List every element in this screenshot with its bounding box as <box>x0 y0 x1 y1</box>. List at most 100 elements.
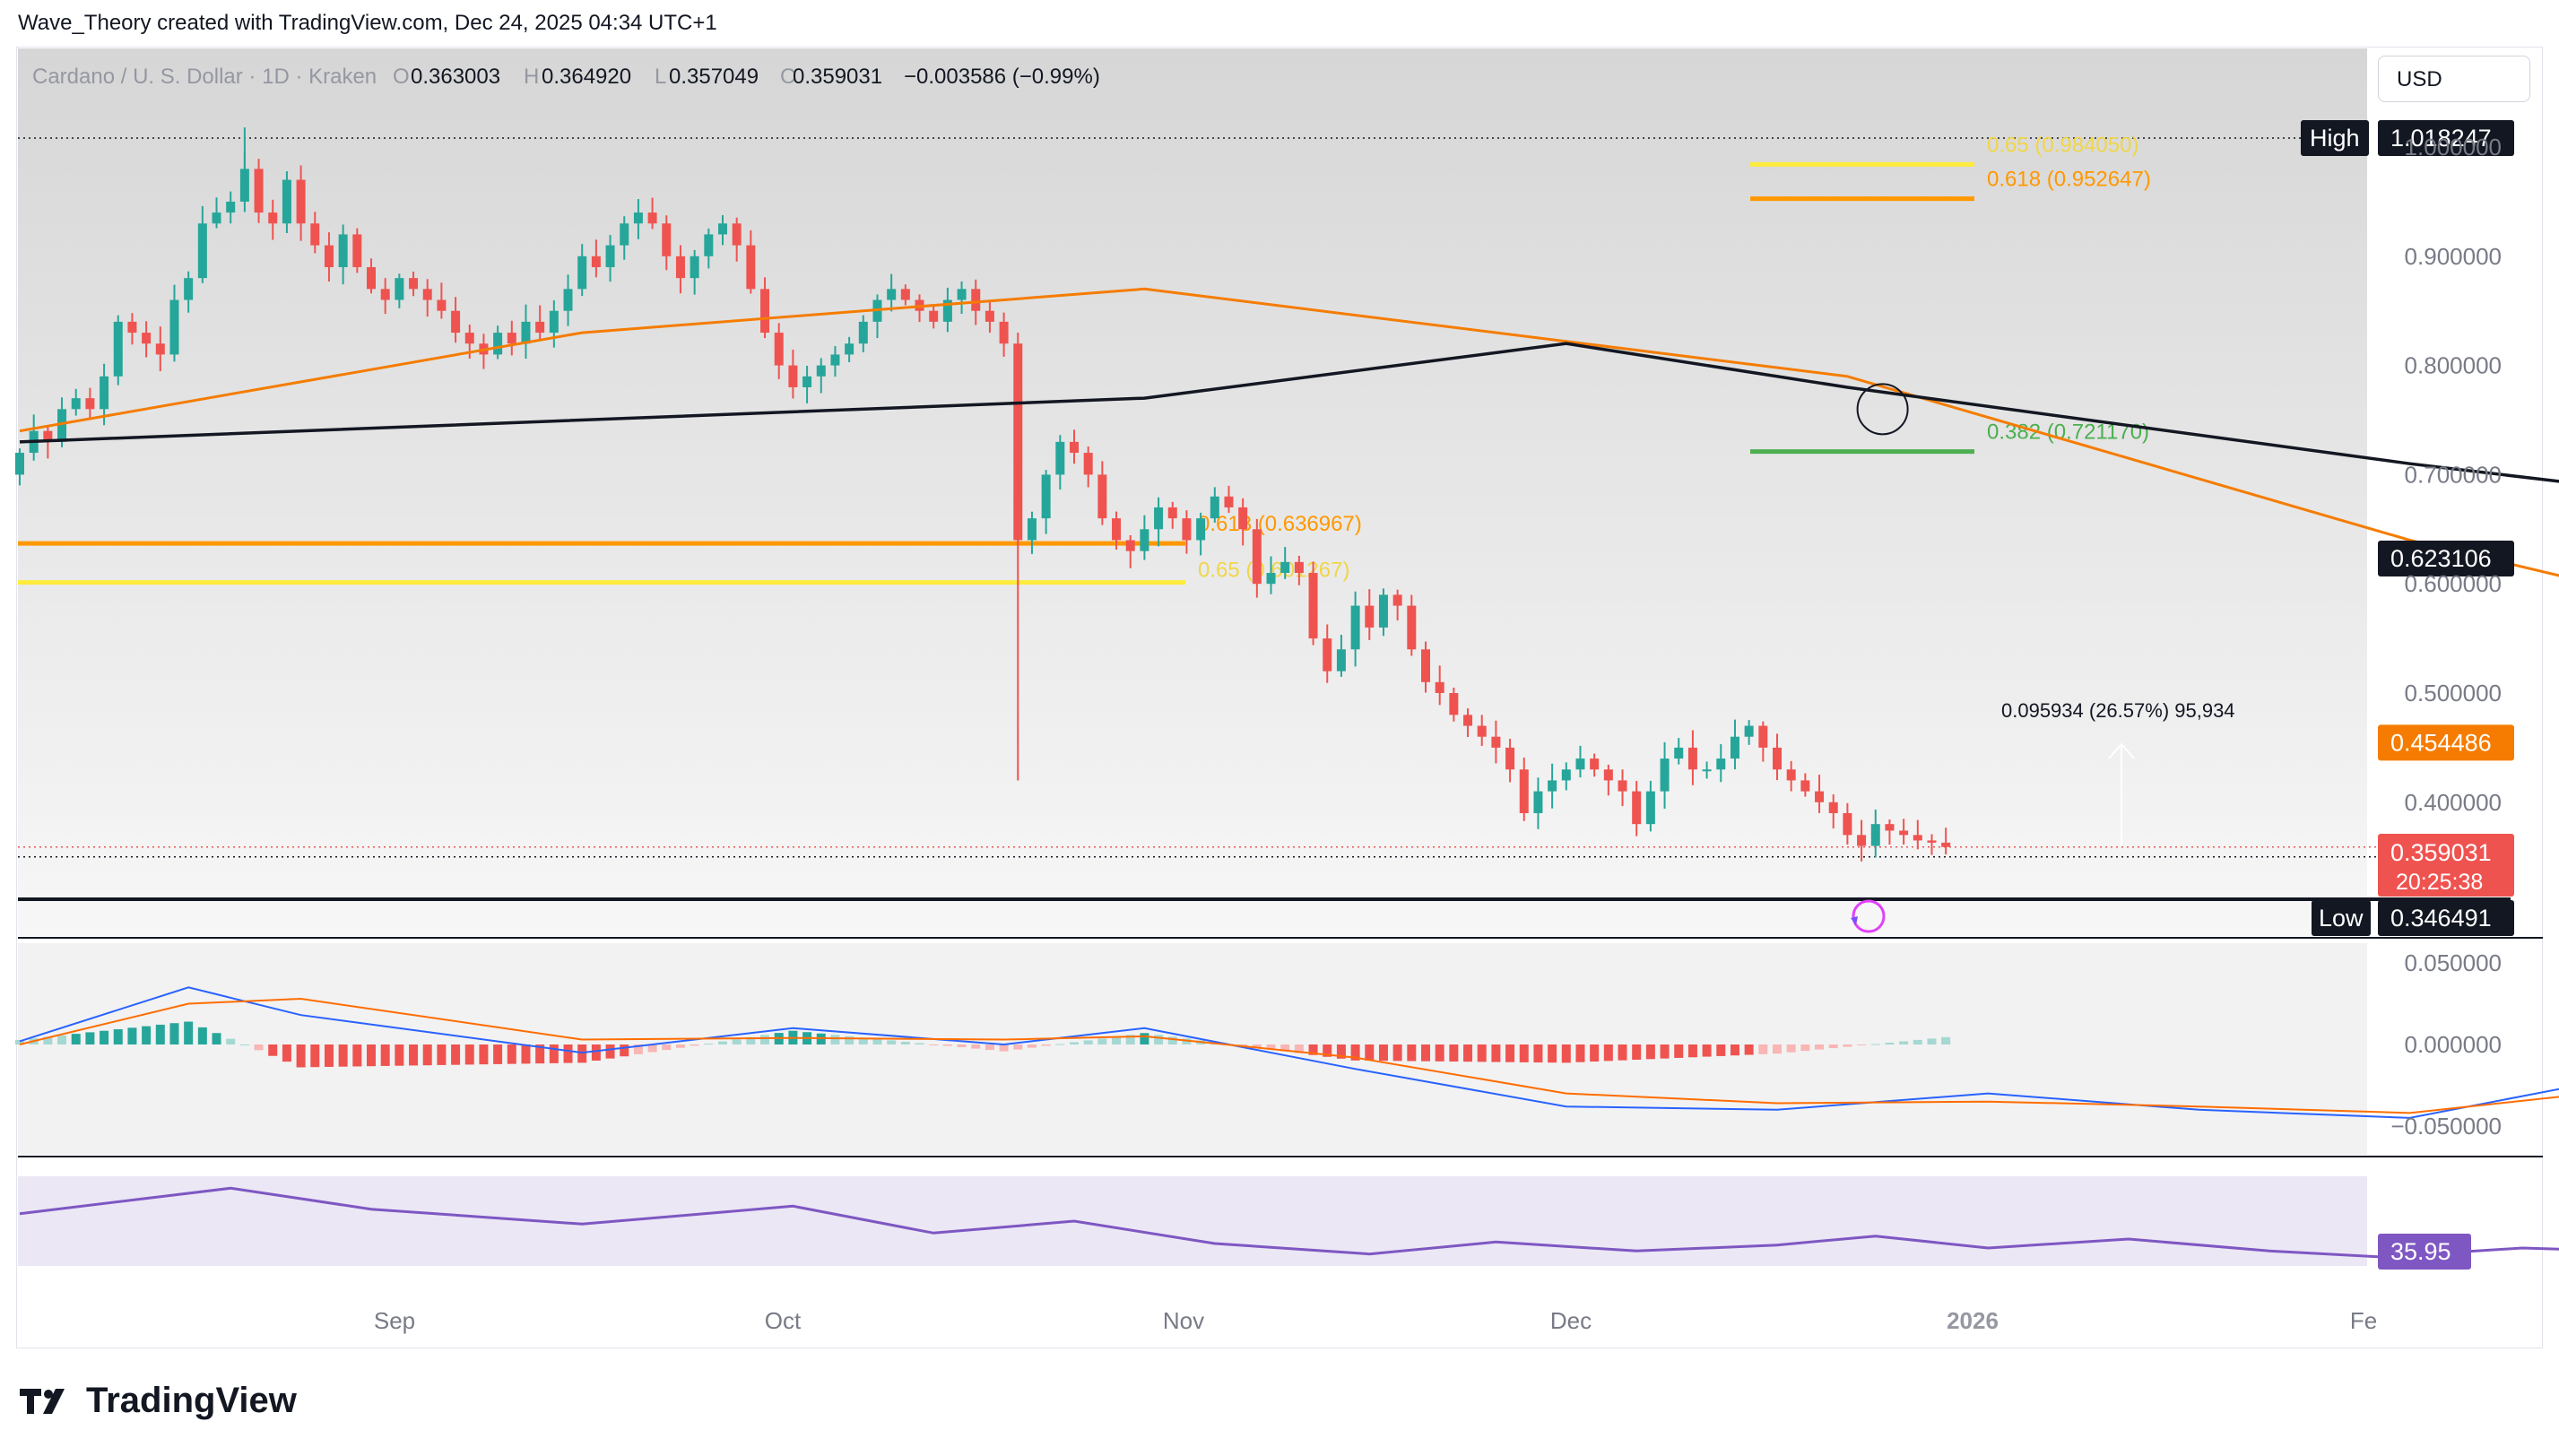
macd-histogram-bar <box>675 1044 685 1048</box>
high-value: 0.364920 <box>542 65 631 89</box>
macd-histogram-bar <box>633 1044 643 1054</box>
fib-label-618: 0.618 (0.636967) <box>1198 512 1362 536</box>
high-label: H <box>524 65 539 89</box>
macd-histogram-bar <box>380 1044 390 1066</box>
macd-histogram-bar <box>1350 1044 1360 1061</box>
candle-body <box>85 398 95 410</box>
candle-body <box>1716 758 1726 770</box>
currency-button[interactable]: USD <box>2378 56 2530 102</box>
macd-histogram-bar <box>971 1044 981 1049</box>
macd-histogram-bar <box>493 1044 503 1064</box>
candle-body <box>71 398 81 410</box>
macd-histogram-bar <box>620 1044 629 1057</box>
macd-histogram-bar <box>1618 1044 1627 1061</box>
rsi-band <box>18 1176 2367 1266</box>
macd-histogram-bar <box>957 1044 967 1048</box>
candle-body <box>760 289 770 334</box>
macd-histogram-bar <box>1885 1042 1895 1044</box>
macd-histogram-bar <box>197 1027 207 1044</box>
price-axis-label: 0.400000 <box>2405 789 2502 816</box>
macd-histogram-bar <box>1154 1035 1164 1044</box>
macd-histogram-bar <box>71 1034 81 1044</box>
macd-histogram-bar <box>1702 1044 1712 1057</box>
macd-histogram-bar <box>1449 1044 1459 1062</box>
candle-body <box>845 343 854 355</box>
macd-histogram-bar <box>324 1044 334 1067</box>
macd-histogram-bar <box>1266 1044 1276 1050</box>
candle-body <box>1336 649 1346 672</box>
macd-histogram-bar <box>1744 1044 1754 1055</box>
candle-body <box>1013 343 1023 541</box>
macd-histogram-bar <box>310 1044 320 1068</box>
low-value-tag-text: 0.346491 <box>2390 905 2492 932</box>
macd-histogram-bar <box>605 1044 615 1059</box>
macd-histogram-bar <box>212 1033 221 1044</box>
low-value: 0.357049 <box>669 65 759 89</box>
candle-body <box>1561 769 1571 781</box>
candle-body <box>577 256 587 290</box>
candle-body <box>971 289 981 311</box>
candle-body <box>999 321 1009 344</box>
candle-body <box>535 321 545 334</box>
macd-histogram-bar <box>1041 1044 1051 1046</box>
candle-body <box>15 453 24 475</box>
candle-body <box>367 266 376 290</box>
macd-histogram-bar <box>1857 1044 1867 1046</box>
candle-body <box>802 376 812 387</box>
candle-body <box>1548 780 1557 792</box>
macd-histogram-bar <box>1491 1044 1501 1062</box>
sparkle-star-icon <box>1851 916 1858 925</box>
macd-histogram-bar <box>1519 1044 1529 1062</box>
time-axis-label: Oct <box>765 1307 802 1334</box>
candle-body <box>1294 561 1304 574</box>
macd-histogram-bar <box>1548 1044 1557 1063</box>
macd-histogram-bar <box>479 1044 489 1065</box>
macd-histogram-bar <box>1927 1038 1937 1044</box>
macd-histogram-bar <box>184 1021 194 1044</box>
macd-histogram-bar <box>985 1044 994 1051</box>
candle-body <box>1927 840 1937 843</box>
candle-body <box>127 321 137 334</box>
macd-histogram-bar <box>1365 1044 1375 1062</box>
candle-body <box>1660 758 1670 792</box>
candle-body <box>1041 474 1051 519</box>
macd-histogram-bar <box>464 1044 474 1065</box>
rsi-tag-text: 35.95 <box>2390 1238 2451 1265</box>
price-axis-label: 0.800000 <box>2405 352 2502 379</box>
ma200-tag-bg <box>2378 541 2514 577</box>
ma200-tag-text: 0.623106 <box>2390 545 2492 572</box>
candle-body <box>268 212 278 224</box>
macd-histogram-bar <box>352 1044 362 1067</box>
macd-histogram-bar <box>1575 1044 1585 1062</box>
candle-body <box>1280 561 1290 574</box>
candle-body <box>1308 573 1318 639</box>
low-label: L <box>655 65 666 89</box>
candle-body <box>1815 791 1825 802</box>
candle-body <box>1913 835 1922 841</box>
macd-histogram-bar <box>718 1041 727 1044</box>
macd-histogram-bar <box>1941 1036 1951 1044</box>
macd-histogram-bar <box>662 1044 672 1051</box>
price-axis-label: 0.900000 <box>2405 243 2502 270</box>
candle-body <box>942 299 952 322</box>
macd-histogram-bar <box>507 1044 516 1064</box>
open-value: 0.363003 <box>411 65 500 89</box>
macd-histogram-bar <box>43 1036 53 1044</box>
macd-histogram-bar <box>1533 1044 1543 1063</box>
candle-body <box>830 354 840 366</box>
price-axis-label: 0.700000 <box>2405 461 2502 488</box>
macd-histogram-bar <box>1323 1044 1332 1057</box>
tradingview-logo: TradingView <box>20 1381 297 1421</box>
macd-histogram-bar <box>942 1044 952 1046</box>
candle-body <box>296 179 306 224</box>
low-value-tag-bg <box>2378 900 2514 936</box>
candle-body <box>1182 518 1192 541</box>
candle-body <box>633 212 643 224</box>
macd-histogram-bar <box>422 1044 432 1066</box>
candle-body <box>957 289 967 300</box>
macd-histogram-bar <box>999 1044 1009 1052</box>
candle-body <box>282 179 291 224</box>
macd-histogram-bar <box>1561 1044 1571 1063</box>
candle-body <box>1687 747 1697 770</box>
